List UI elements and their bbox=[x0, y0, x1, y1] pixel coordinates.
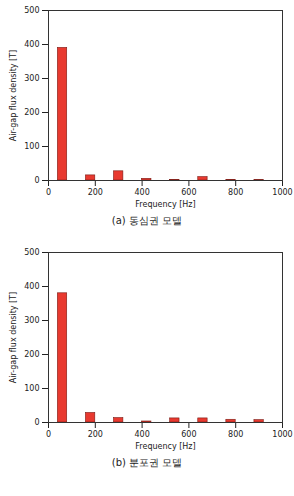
svg-text:Air-gap flux density [T]: Air-gap flux density [T] bbox=[9, 50, 18, 141]
svg-text:200: 200 bbox=[24, 108, 39, 117]
svg-text:Frequency [Hz]: Frequency [Hz] bbox=[135, 200, 195, 209]
svg-text:400: 400 bbox=[24, 40, 39, 49]
svg-text:100: 100 bbox=[24, 384, 39, 393]
svg-text:1000: 1000 bbox=[272, 188, 292, 197]
svg-text:600: 600 bbox=[181, 430, 196, 439]
svg-text:800: 800 bbox=[228, 188, 243, 197]
svg-text:500: 500 bbox=[24, 248, 39, 257]
svg-text:400: 400 bbox=[24, 282, 39, 291]
html-text:(b) 분포권 모델: (b) 분포권 모델 bbox=[111, 457, 183, 468]
svg-text:400: 400 bbox=[134, 188, 149, 197]
html-text:(a) 동심권 모델: (a) 동심권 모델 bbox=[111, 215, 183, 226]
svg-text:Frequency [Hz]: Frequency [Hz] bbox=[135, 442, 195, 451]
svg-text:200: 200 bbox=[24, 350, 39, 359]
svg-text:800: 800 bbox=[228, 430, 243, 439]
svg-text:600: 600 bbox=[181, 188, 196, 197]
svg-text:1000: 1000 bbox=[272, 430, 292, 439]
svg-text:400: 400 bbox=[134, 430, 149, 439]
svg-text:0: 0 bbox=[46, 188, 51, 197]
svg-text:Air-gap flux density [T]: Air-gap flux density [T] bbox=[9, 292, 18, 383]
svg-text:0: 0 bbox=[34, 176, 39, 185]
svg-text:200: 200 bbox=[88, 188, 103, 197]
svg-text:200: 200 bbox=[88, 430, 103, 439]
svg-text:100: 100 bbox=[24, 142, 39, 151]
svg-text:0: 0 bbox=[34, 418, 39, 427]
svg-text:300: 300 bbox=[24, 74, 39, 83]
svg-text:300: 300 bbox=[24, 316, 39, 325]
svg-text:500: 500 bbox=[24, 6, 39, 15]
svg-text:0: 0 bbox=[46, 430, 51, 439]
